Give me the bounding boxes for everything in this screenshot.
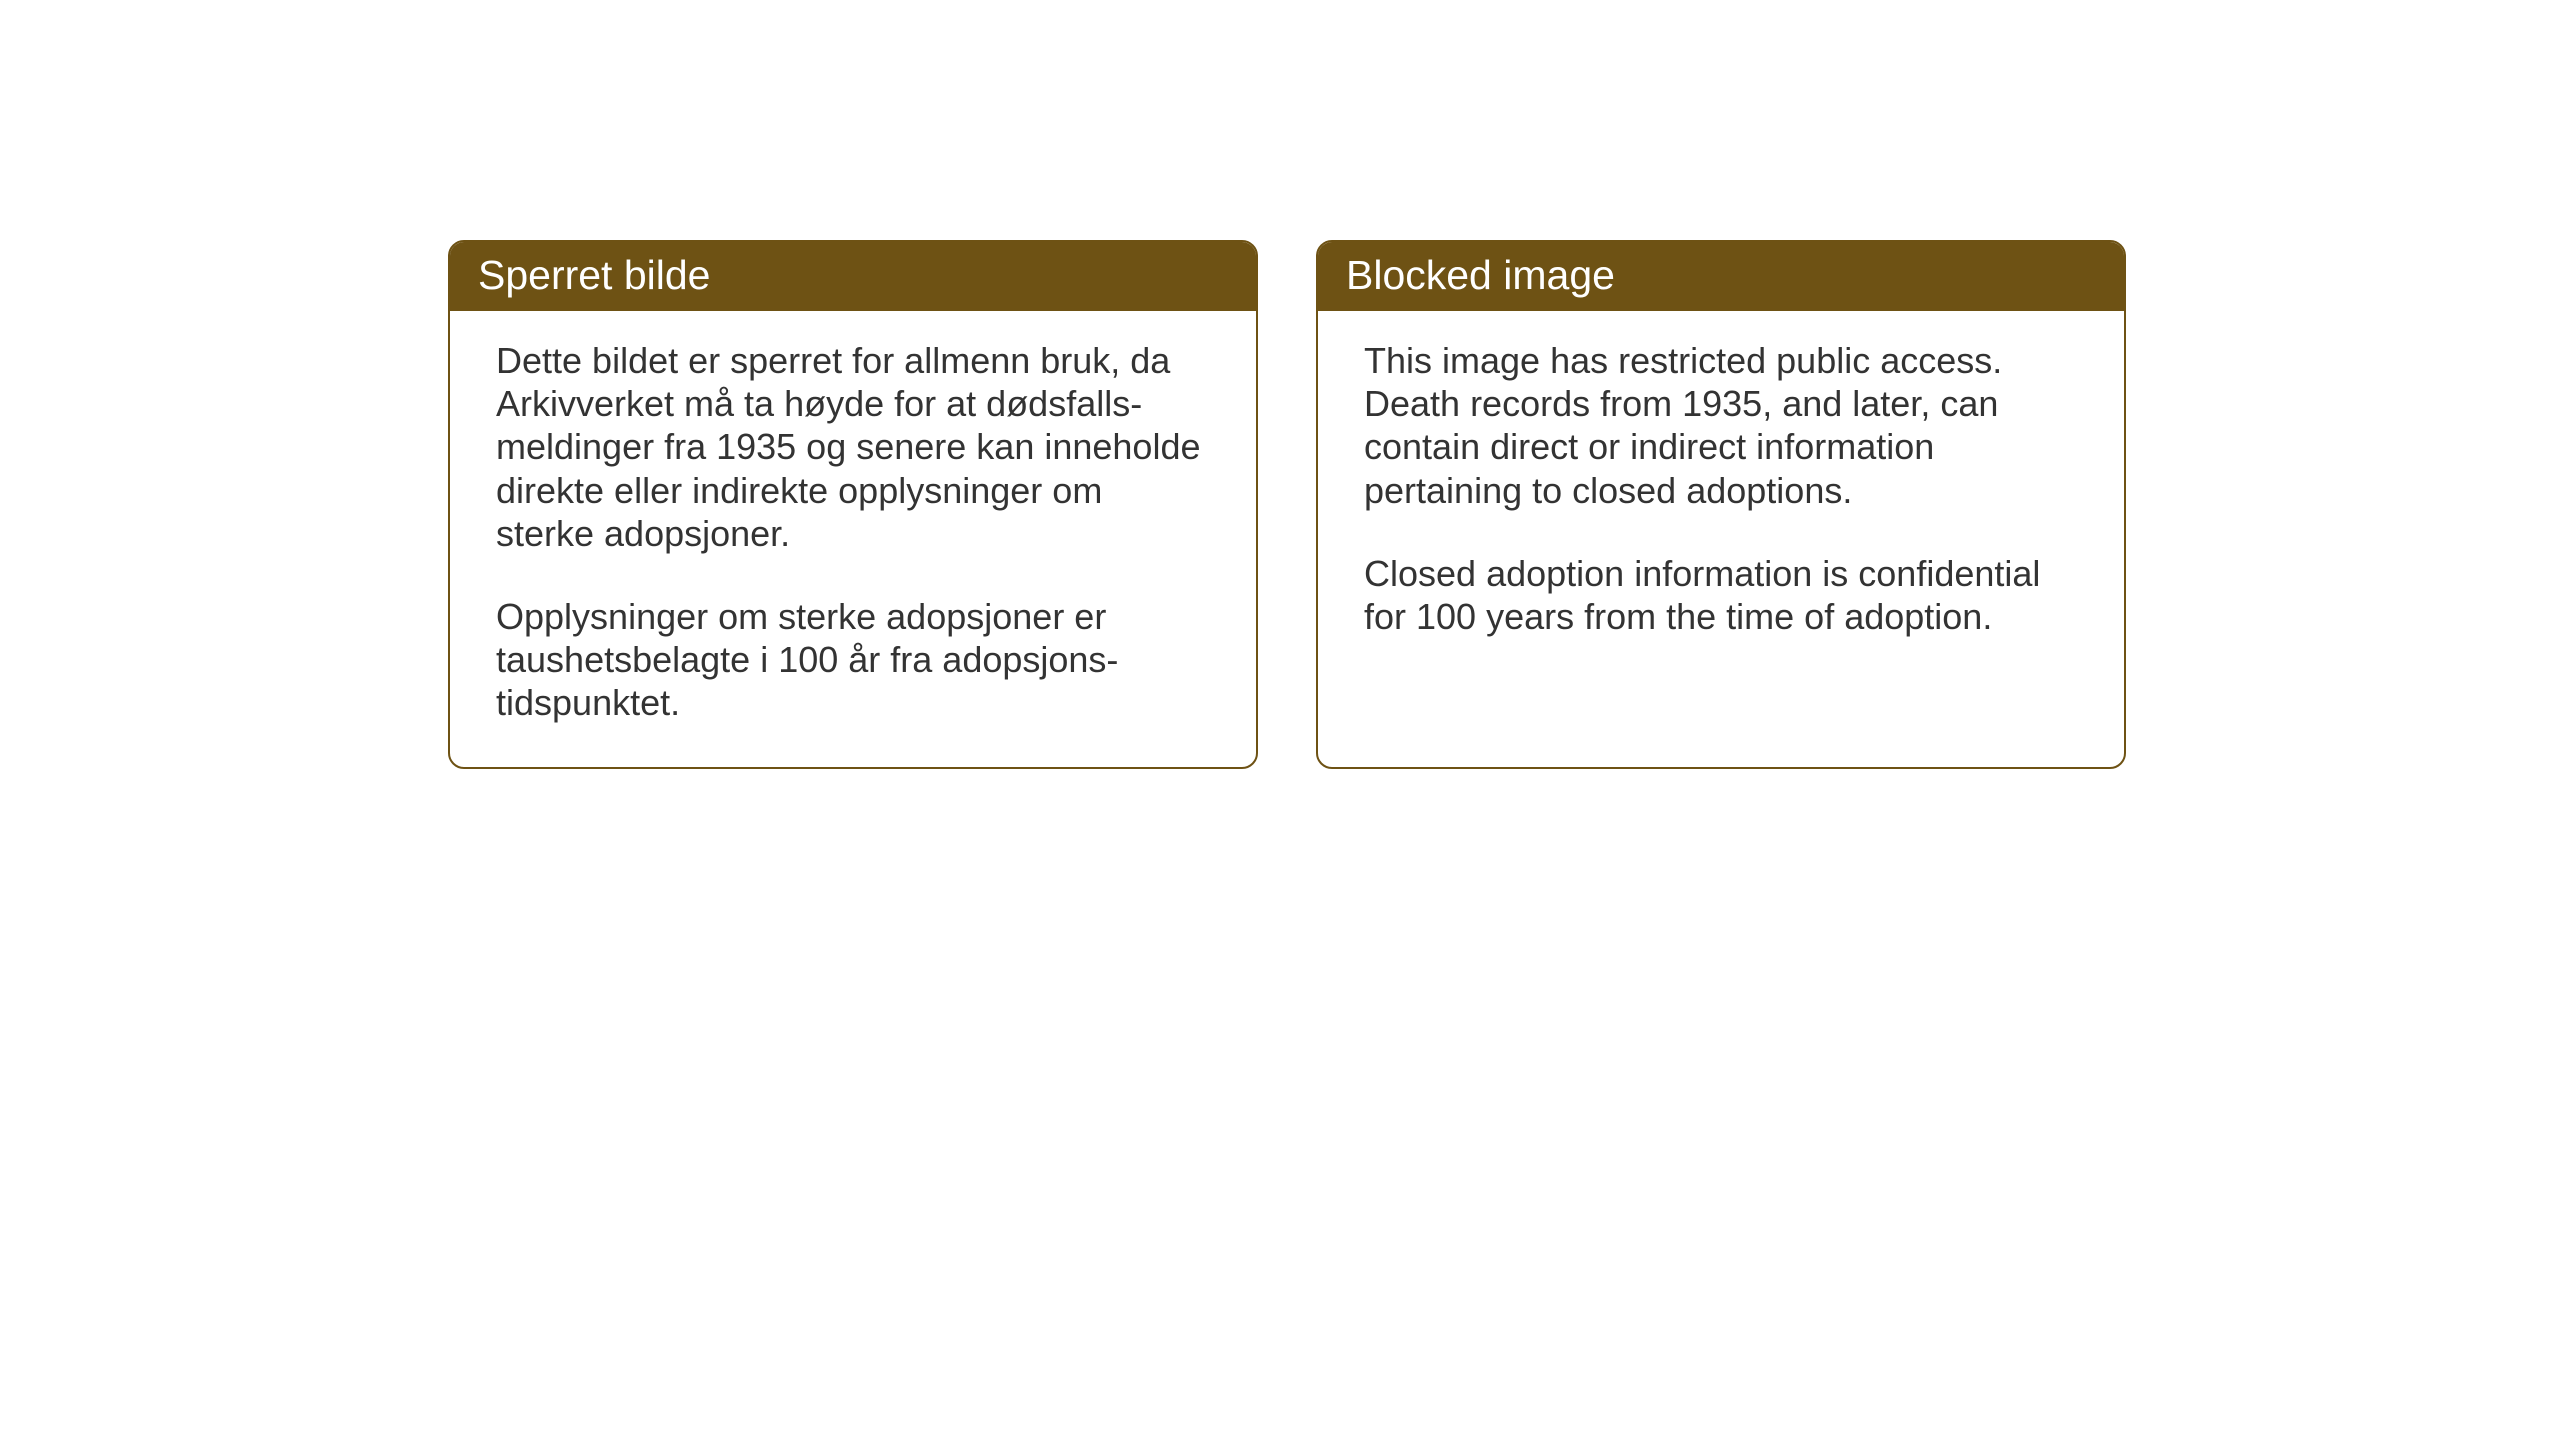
norwegian-card-body: Dette bildet er sperret for allmenn bruk… bbox=[450, 311, 1256, 767]
norwegian-card-title: Sperret bilde bbox=[450, 242, 1256, 311]
english-paragraph-1: This image has restricted public access.… bbox=[1364, 339, 2078, 512]
english-card-title: Blocked image bbox=[1318, 242, 2124, 311]
norwegian-paragraph-2: Opplysninger om sterke adopsjoner er tau… bbox=[496, 595, 1210, 725]
notice-cards-container: Sperret bilde Dette bildet er sperret fo… bbox=[448, 240, 2126, 769]
english-paragraph-2: Closed adoption information is confident… bbox=[1364, 552, 2078, 638]
english-notice-card: Blocked image This image has restricted … bbox=[1316, 240, 2126, 769]
english-card-body: This image has restricted public access.… bbox=[1318, 311, 2124, 680]
norwegian-paragraph-1: Dette bildet er sperret for allmenn bruk… bbox=[496, 339, 1210, 555]
norwegian-notice-card: Sperret bilde Dette bildet er sperret fo… bbox=[448, 240, 1258, 769]
